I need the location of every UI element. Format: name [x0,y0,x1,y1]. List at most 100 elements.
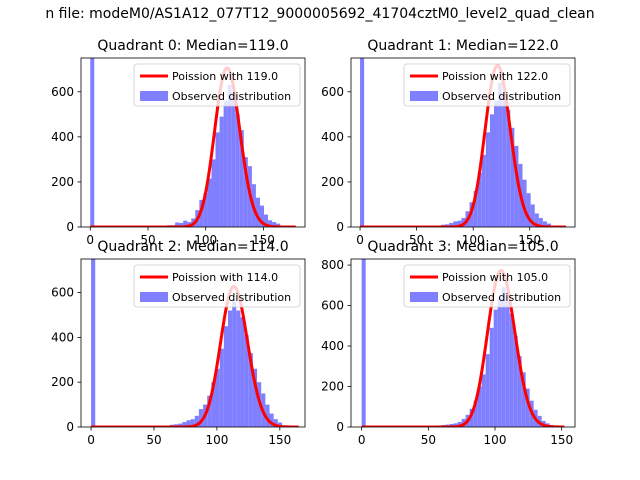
histogram-bar [510,127,515,227]
histogram-bar [198,409,204,427]
histogram-bar [219,116,224,227]
histogram-bar [473,190,478,227]
x-tick-label: 0 [358,433,366,447]
histogram-bar [505,301,510,427]
legend-curve-label: Poission with 105.0 [442,271,548,284]
figure-title: n file: modeM0/AS1A12_077T12_9000005692_… [45,6,594,22]
histogram-bar [530,204,535,227]
histogram-bar [538,217,543,227]
histogram-bar [509,313,514,427]
histogram-bar [203,193,208,227]
histogram-bar [521,372,526,427]
histogram-bar [236,310,241,427]
histogram-bar [506,109,511,227]
legend-histogram-swatch [410,91,438,101]
y-tick-label: 600 [321,85,344,99]
legend-histogram-swatch [140,91,168,101]
x-tick-label: 0 [356,233,364,247]
histogram-bar [485,354,490,427]
histogram-bar [269,413,274,427]
histogram-bar [272,222,277,227]
histogram-bar [277,422,282,427]
x-tick-label: 50 [421,433,436,447]
histogram-bar [498,82,503,227]
histogram-bar [542,221,547,227]
y-tick-label: 200 [321,380,344,394]
histogram-bar [477,386,482,427]
histogram-bar [231,91,236,227]
histogram-bar [489,327,494,427]
histogram-bar [175,222,180,227]
legend: Poission with 122.0 Observed distribution [403,63,571,107]
y-tick-label: 400 [321,339,344,353]
histogram-bar [248,353,253,427]
poisson-curve [361,269,565,427]
legend: Poission with 119.0 Observed distribution [133,63,301,107]
legend: Poission with 114.0 Observed distribution [133,264,301,308]
histogram-bar [255,197,260,227]
legend-curve-label: Poission with 122.0 [442,70,548,83]
histogram-bar [252,368,258,427]
histogram-bar [215,132,220,227]
legend-histogram-label: Observed distribution [172,291,291,304]
y-tick-label: 0 [336,420,344,434]
quadrant-title: Quadrant 1: Median=122.0 [367,38,558,54]
histogram-bar [219,348,224,427]
histogram-bar [522,179,527,227]
histogram-bar [264,214,269,227]
histogram-bar [457,220,462,227]
y-tick-label: 400 [321,130,344,144]
x-tick-label: 0 [87,433,95,447]
x-tick-label: 50 [146,433,161,447]
poisson-curve [89,66,297,227]
y-tick-label: 0 [66,420,74,434]
legend: Poission with 105.0 Observed distribution [403,264,571,308]
histogram-bar [179,222,184,227]
histogram-bar [227,310,233,427]
histogram-bar [493,100,499,227]
x-tick-label: 100 [205,433,228,447]
legend-curve-label: Poission with 114.0 [172,271,278,284]
histogram-bar [501,287,506,427]
histogram-bar [182,422,187,427]
histogram-bar [449,222,454,227]
y-tick-label: 400 [51,330,74,344]
histogram-bar [361,259,366,427]
poisson-curve [359,63,567,227]
y-tick-label: 0 [66,220,74,234]
histogram-bar [194,415,199,427]
quadrant-title: Quadrant 3: Median=105.0 [367,239,558,255]
axes-frame [80,258,306,428]
legend-histogram-label: Observed distribution [172,90,291,103]
x-tick-label: 150 [550,433,573,447]
histogram-bar [91,259,96,427]
histogram-bar [240,317,245,427]
histogram-bar [526,193,531,227]
legend-box [403,63,571,107]
histogram-bar [244,335,249,427]
histogram-bar [235,114,240,227]
histogram-bar [211,159,216,227]
histogram-bar [178,423,183,427]
histogram-bar [485,132,490,227]
histogram-bar [276,223,281,227]
legend-box [133,264,301,308]
poisson-curve [90,285,299,427]
histogram-bar [211,382,216,427]
histogram-bar [525,388,530,427]
x-tick-label: 100 [484,433,507,447]
histogram-bar [502,94,507,227]
y-tick-label: 600 [51,85,74,99]
legend-box [133,63,301,107]
histogram-bar [513,335,518,427]
histogram-bar [493,309,498,427]
histogram-bar [232,301,237,427]
x-tick-label: 50 [140,233,155,247]
legend-histogram-label: Observed distribution [442,90,561,103]
y-tick-label: 600 [321,299,344,313]
quadrant-0-chart: 0 50 100 150 0 200 400 600 Quadrant 0: Median=11… [51,38,306,247]
x-tick-label: 150 [518,233,541,247]
axes-frame [80,57,306,228]
y-tick-label: 200 [51,375,74,389]
x-tick-label: 100 [194,233,217,247]
